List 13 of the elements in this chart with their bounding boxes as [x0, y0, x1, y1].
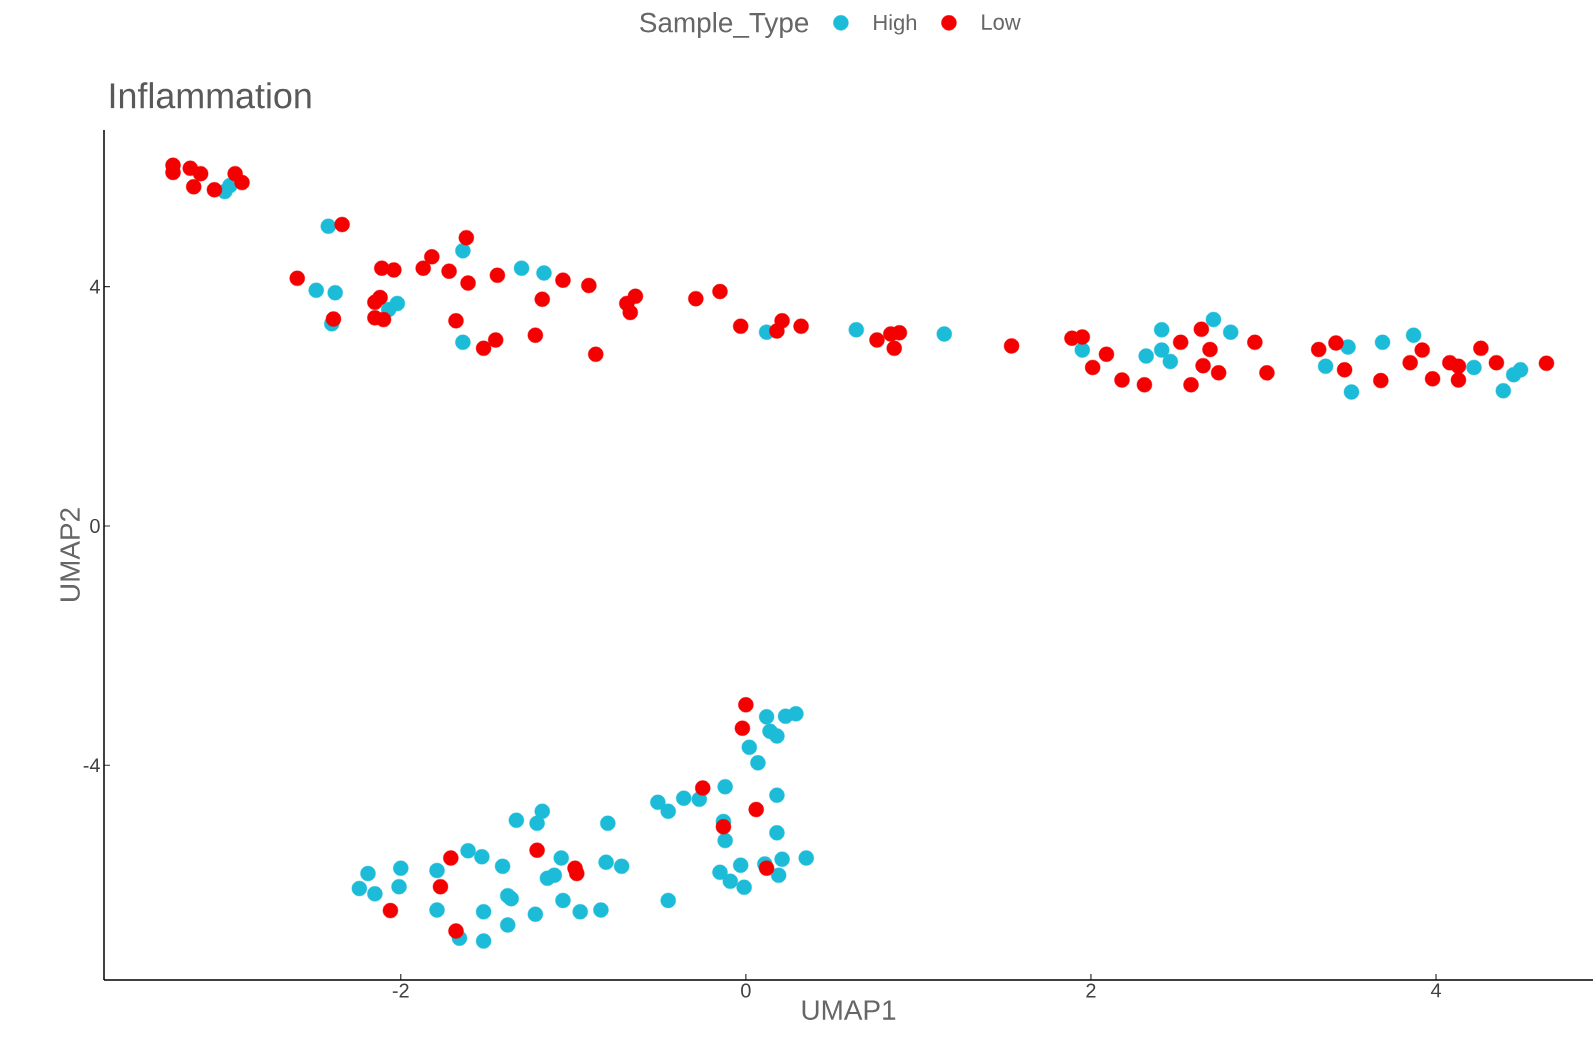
- legend-label: High: [874, 14, 917, 35]
- y-axis-title: UMAP2: [60, 508, 80, 601]
- y-tick-label: 4: [89, 279, 100, 294]
- y-tick-label: 0: [90, 518, 100, 534]
- y-tick-label: -4: [83, 758, 100, 773]
- x-tick-label: -2: [392, 983, 409, 998]
- x-tick-label: 4: [1430, 983, 1441, 998]
- x-tick-label: 2: [1086, 983, 1096, 998]
- x-tick-label: 0: [741, 983, 751, 998]
- legend-title: Sample_Type: [640, 12, 809, 39]
- chart-title: Inflammation: [110, 82, 311, 109]
- x-axis-title: UMAP1: [802, 1000, 896, 1020]
- legend-label: Low: [982, 14, 1021, 30]
